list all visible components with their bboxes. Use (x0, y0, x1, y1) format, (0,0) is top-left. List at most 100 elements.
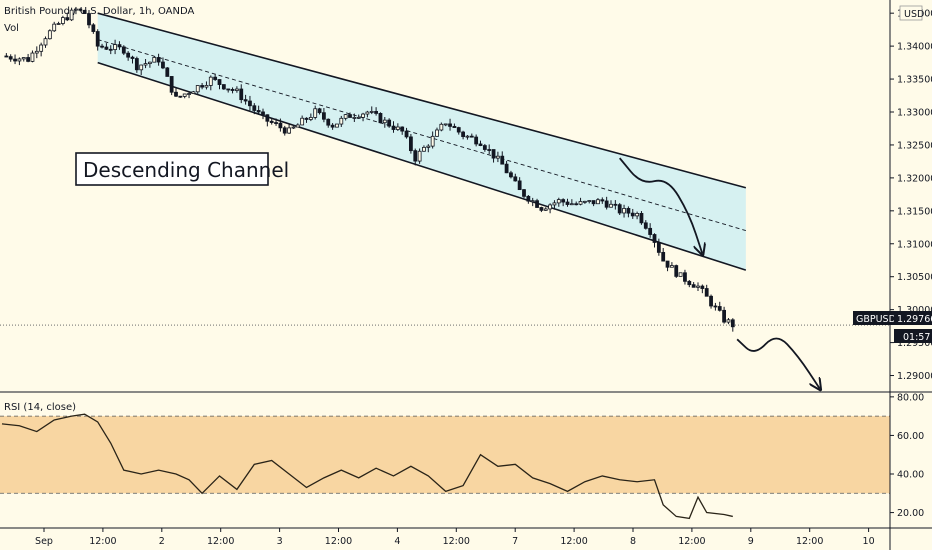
rsi-band (0, 416, 890, 494)
candle-body (696, 285, 700, 288)
candle-body (678, 272, 683, 277)
candle-body (491, 149, 496, 159)
candle-body (343, 114, 348, 119)
candle-body (321, 112, 326, 120)
price-tick-label: 1.29000 (897, 371, 932, 382)
price-tick-label: 1.30500 (897, 272, 932, 283)
candle-body (317, 108, 322, 114)
channel-upper-line (97, 12, 747, 189)
candle-body (69, 9, 74, 21)
candle-body (213, 76, 218, 80)
candle-body (195, 85, 200, 93)
candle-body (630, 212, 635, 217)
candle-body (613, 203, 618, 206)
candle-body (526, 195, 531, 202)
candle-body (191, 91, 196, 94)
time-tick-label: 10 (863, 536, 875, 547)
rsi-tick-label: 20.00 (897, 508, 924, 519)
candle-body (178, 95, 183, 98)
time-tick-label: 2 (159, 536, 165, 547)
candle-body (182, 93, 187, 97)
candle-body (704, 288, 709, 297)
time-tick-label: 12:00 (443, 536, 470, 547)
rsi-line (1, 413, 733, 520)
candle-body (261, 111, 265, 116)
channel-lower-line (97, 61, 747, 271)
candle-body (561, 199, 566, 203)
candle-body (552, 202, 557, 206)
candle-body (300, 117, 305, 126)
candle-body (713, 305, 718, 308)
candle-body (130, 56, 135, 59)
candle-body (443, 123, 448, 126)
candle-body (469, 135, 474, 138)
candle-body (87, 13, 91, 26)
candle-body (204, 85, 209, 88)
currency-label[interactable]: USD (904, 9, 924, 20)
candle-body (39, 44, 44, 52)
price-tick-label: 1.32500 (897, 140, 932, 151)
price-tick-label: 1.30000 (897, 305, 932, 316)
channel-fill (97, 13, 746, 271)
candle-body (291, 126, 296, 129)
candle-body (522, 189, 526, 197)
candle-body (482, 145, 487, 150)
price-tick-label: 1.32000 (897, 173, 932, 184)
candle-body (617, 204, 622, 214)
countdown: 01:57 (903, 332, 930, 343)
candle-body (382, 119, 387, 124)
candle-body (287, 127, 292, 134)
candle-body (339, 117, 344, 125)
candle-body (656, 242, 661, 253)
candle-body (465, 135, 470, 138)
candle-body (256, 110, 261, 113)
candle-body (395, 126, 400, 130)
candle-body (313, 108, 318, 118)
rsi-tick-label: 60.00 (897, 431, 924, 442)
candle-body (517, 180, 522, 191)
currency-box[interactable] (899, 5, 923, 21)
candle-body (426, 145, 431, 148)
candle-body (56, 23, 61, 25)
price-tick-label: 1.31000 (897, 239, 932, 250)
candle-body (304, 117, 309, 120)
candle-body (230, 88, 235, 91)
candle-body (687, 280, 692, 286)
candle-body (147, 61, 152, 64)
price-tick-label: 1.29500 (897, 338, 932, 349)
candle-body (670, 265, 674, 268)
candle-body (248, 100, 252, 107)
candle-body (221, 84, 226, 90)
candle-body (548, 204, 552, 210)
candle-body (535, 200, 539, 208)
candle-body (187, 93, 191, 95)
candle-body (587, 200, 592, 202)
channel-mid-line (97, 39, 746, 232)
candle-body (691, 284, 696, 288)
candle-body (648, 227, 653, 235)
candle-body (400, 126, 405, 132)
symbol-title[interactable]: British Pound / U.S. Dollar, 1h, OANDA (4, 6, 194, 17)
time-tick-label: 8 (630, 536, 636, 547)
candle-body (156, 57, 161, 63)
candle-body (378, 113, 383, 124)
price-tag-symbol: GBPUSD (856, 314, 896, 325)
price-pane (0, 6, 890, 389)
candle-body (578, 201, 583, 205)
time-tick-label: 12:00 (560, 536, 587, 547)
candle-body (391, 125, 396, 130)
candle-body (530, 200, 535, 203)
candle-body (487, 149, 492, 151)
candle-body (269, 120, 274, 123)
candle-body (456, 127, 461, 133)
candle-body (404, 130, 409, 138)
volume-label[interactable]: Vol (4, 23, 19, 34)
candle-body (217, 79, 222, 85)
time-tick-label: 12:00 (796, 536, 823, 547)
candle-body (369, 111, 374, 113)
rsi-title[interactable]: RSI (14, close) (4, 402, 76, 413)
candle-body (609, 203, 613, 208)
candle-body (91, 24, 96, 32)
candle-body (348, 114, 352, 118)
